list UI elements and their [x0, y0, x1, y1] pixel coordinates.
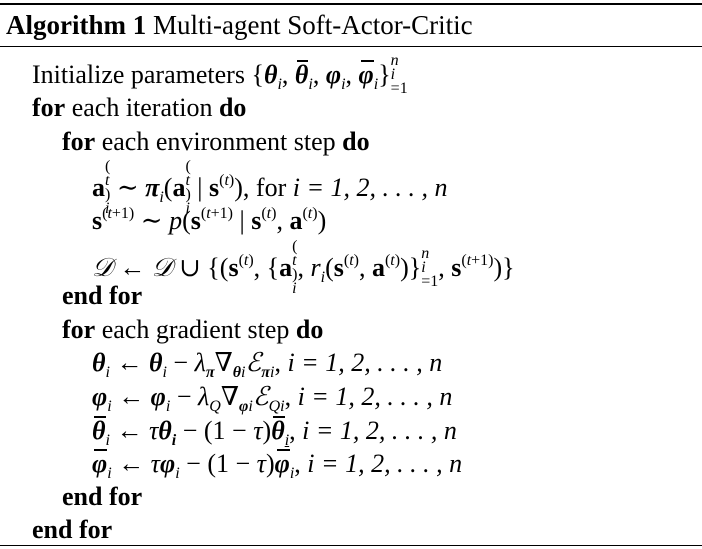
grad-loop-text: each gradient step — [101, 315, 290, 344]
target-policy-update-line: θi ← τθi − (1 − τ)θi, i = 1, 2, . . . , … — [92, 414, 457, 449]
caption-rule — [0, 46, 702, 47]
algorithm-label: Algorithm 1 — [6, 10, 147, 40]
transition-math: s(t+1) ∼ p(s(t+1) | s(t), a(t)) — [92, 205, 327, 236]
action-sample-line: a(t) i ∼ πi(a(t) i | s(t)), for i = 1, 2, … — [92, 158, 448, 217]
init-params-math: {θi, θi, φi, φi} n i =1 — [251, 52, 408, 98]
bottom-rule — [0, 545, 702, 546]
algorithm-name: Multi-agent Soft-Actor-Critic — [152, 10, 473, 40]
for-keyword: for — [62, 127, 96, 156]
target-policy-update-math: θi ← τθi − (1 − τ)θi, — [92, 416, 303, 449]
for-keyword: for — [32, 93, 66, 122]
end-for-keyword: end for — [32, 515, 113, 544]
action-sample-math: a(t) i ∼ πi(a(t) i | s(t)) — [92, 158, 243, 217]
env-loop-text: each environment step — [101, 127, 336, 156]
target-critic-update-line: φi ← τφi − (1 − τ)φi, i = 1, 2, . . . , … — [92, 447, 463, 482]
end-grad-loop-line: end for — [62, 480, 142, 513]
outer-loop-line: for each iteration do — [32, 91, 246, 124]
range-text: i = 1, 2, . . . , n — [297, 382, 453, 411]
end-for-keyword: end for — [62, 281, 143, 310]
end-for-keyword: end for — [62, 482, 143, 511]
init-text: Initialize parameters — [32, 60, 245, 89]
range-text: i = 1, 2, . . . , n — [302, 416, 457, 445]
grad-loop-line: for each gradient step do — [62, 313, 323, 346]
critic-update-line: φi ← φi − λQ∇φiℰQi, i = 1, 2, . . . , n — [92, 380, 453, 415]
buffer-update-math: 𝒟 ← 𝒟 ∪ {(s(t), {a(t) i, ri(s(t), a(t))} n… — [92, 238, 515, 297]
outer-loop-text: each iteration — [71, 93, 213, 122]
policy-update-math: θi ← θi − λπ∇θiℰπi, — [92, 348, 288, 381]
range-text: i = 1, 2, . . . , n — [287, 348, 443, 377]
critic-update-math: φi ← φi − λQ∇φiℰQi, — [92, 382, 298, 415]
do-keyword: do — [342, 127, 370, 156]
buffer-update-line: 𝒟 ← 𝒟 ∪ {(s(t), {a(t) i, ri(s(t), a(t))} n… — [92, 238, 515, 297]
algorithm-caption: Algorithm 1 Multi-agent Soft-Actor-Criti… — [6, 8, 473, 42]
end-outer-loop-line: end for — [32, 513, 112, 546]
top-rule — [0, 3, 702, 5]
init-line: Initialize parameters {θi, θi, φi, φi} n i… — [32, 52, 408, 98]
policy-update-line: θi ← θi − λπ∇θiℰπi, i = 1, 2, . . . , n — [92, 346, 443, 381]
do-keyword: do — [295, 315, 324, 344]
transition-line: s(t+1) ∼ p(s(t+1) | s(t), a(t)) — [92, 204, 326, 237]
for-keyword: for — [62, 315, 96, 344]
env-loop-line: for each environment step do — [62, 125, 370, 158]
end-env-loop-line: end for — [62, 279, 142, 312]
range-text: i = 1, 2, . . . , n — [292, 172, 448, 202]
action-suffix: , for — [242, 172, 287, 202]
target-critic-update-math: φi ← τφi − (1 − τ)φi, — [92, 449, 308, 482]
range-text: i = 1, 2, . . . , n — [307, 449, 463, 478]
do-keyword: do — [218, 93, 247, 122]
